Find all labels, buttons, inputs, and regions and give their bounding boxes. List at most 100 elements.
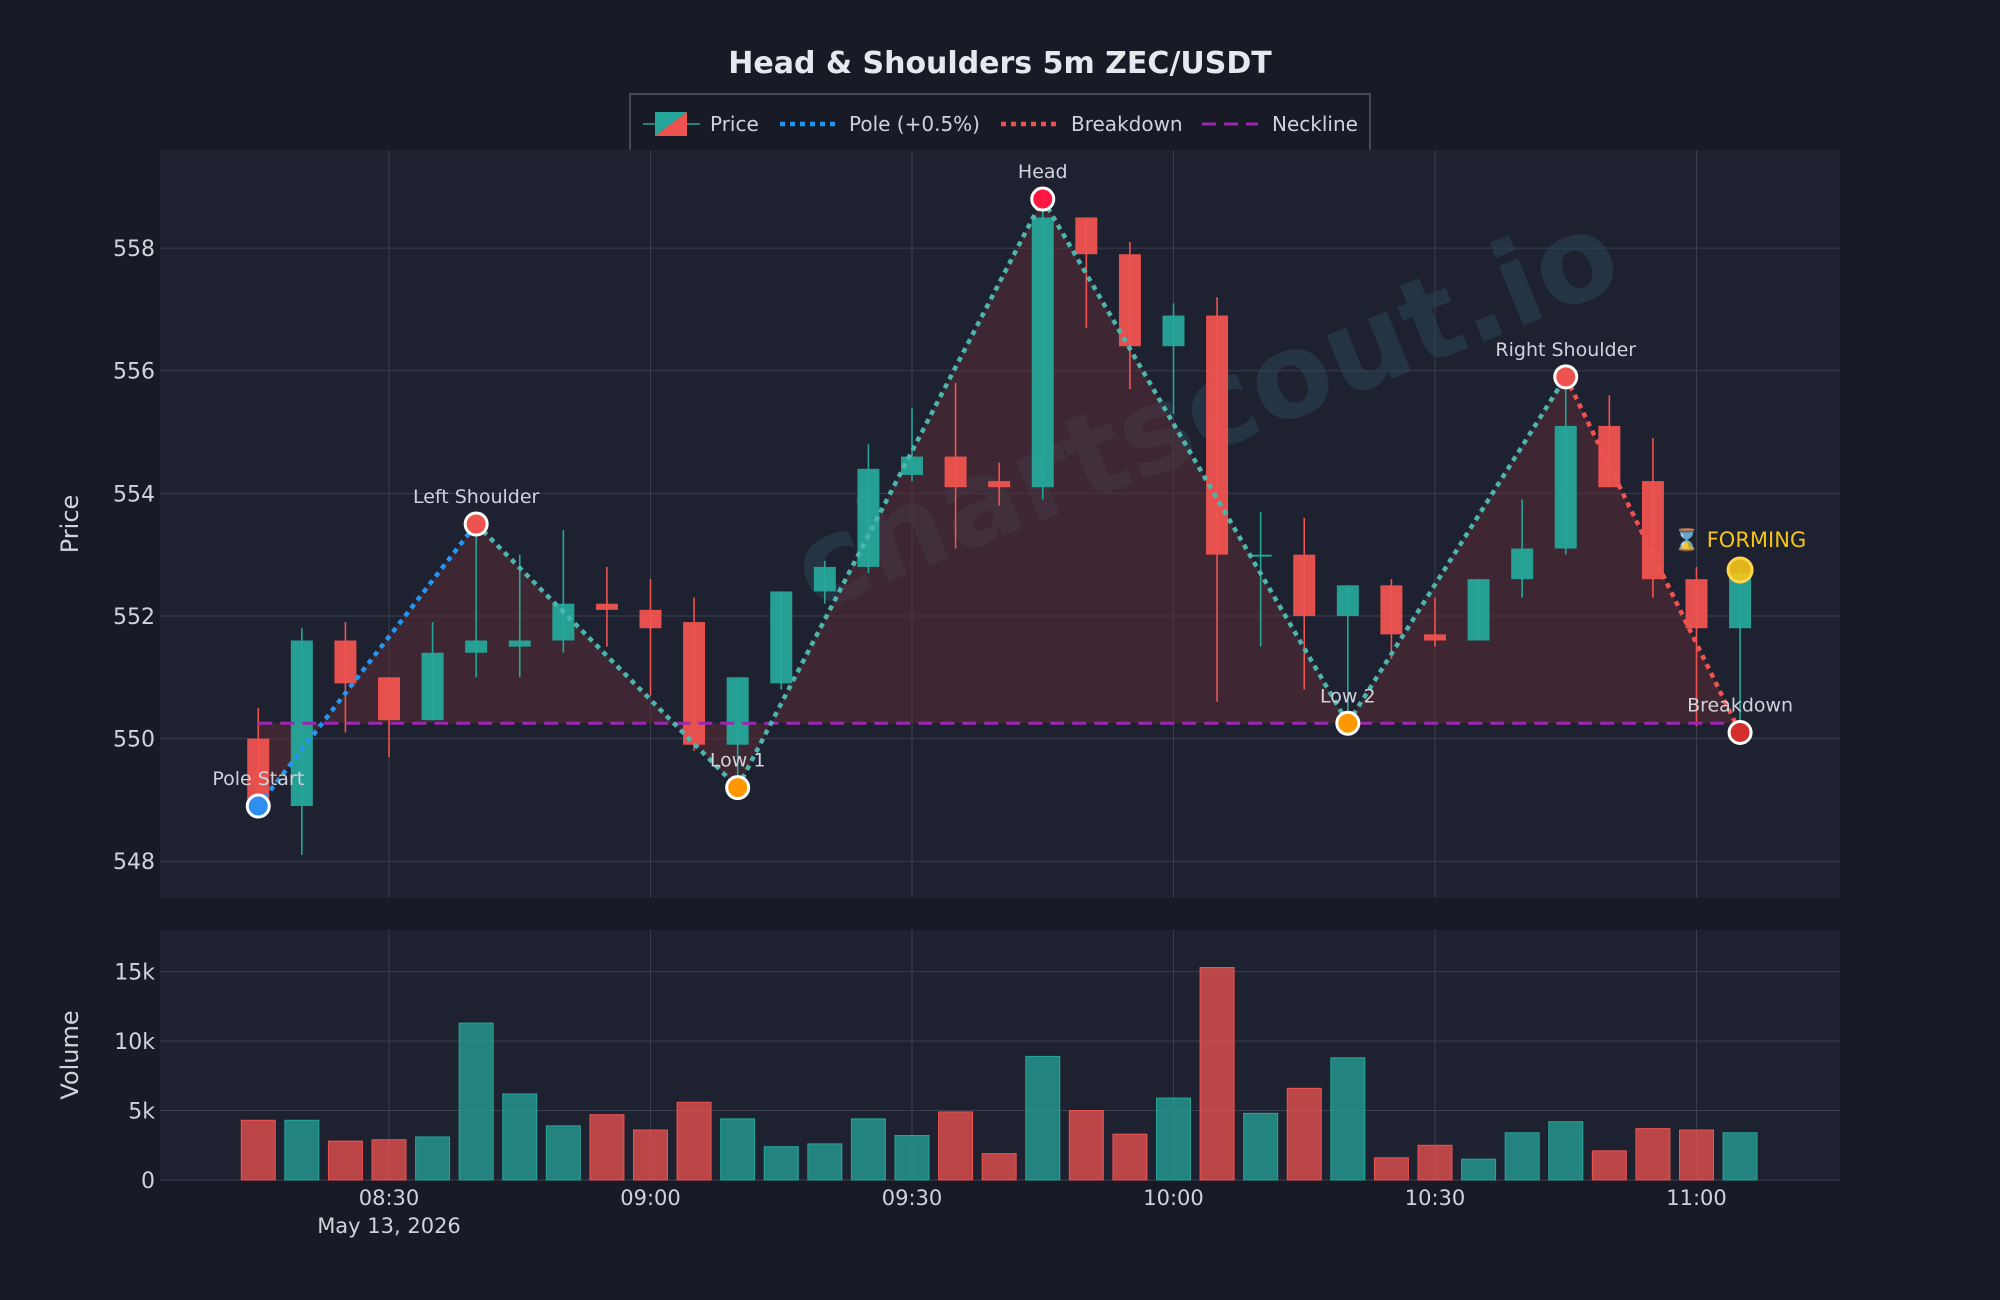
x-ticks: 08:30 09:00 09:30 10:00 10:30 11:00 <box>359 1186 1727 1210</box>
candle-body <box>1118 254 1141 347</box>
candle <box>944 382 967 549</box>
volume-bar <box>284 1119 320 1181</box>
candle-body <box>1162 315 1185 347</box>
candle <box>726 677 749 788</box>
candle-body <box>770 591 793 684</box>
x-tick-label: 11:00 <box>1666 1186 1727 1210</box>
candle-body <box>1729 573 1752 629</box>
x-tick-label: 10:00 <box>1143 1186 1204 1210</box>
candle-body <box>334 640 357 684</box>
x-tick-label: 08:30 <box>359 1186 420 1210</box>
candle <box>1598 395 1621 488</box>
candle-body <box>726 677 749 745</box>
volume-bar <box>545 1125 581 1181</box>
pattern-line-segment <box>1345 375 1568 725</box>
candle <box>1162 303 1185 414</box>
candle-body <box>421 652 444 721</box>
price-tick-label: 554 <box>113 482 155 507</box>
candle-body <box>465 640 488 653</box>
x-tick-label: 10:30 <box>1405 1186 1466 1210</box>
volume-tick-label: 5k <box>128 1100 155 1125</box>
candle <box>770 591 793 690</box>
legend: Price Pole (+0.5%) Breakdown Neckline <box>629 93 1371 155</box>
pattern-point-marker <box>1727 719 1753 745</box>
volume-bar <box>1591 1150 1627 1181</box>
candle-body <box>1424 634 1446 641</box>
pattern-point-label: Low 2 <box>1320 685 1376 707</box>
pattern-point-label: Pole Start <box>212 768 304 790</box>
volume-bar <box>1286 1087 1322 1181</box>
candle <box>465 524 488 678</box>
candle <box>1075 217 1098 328</box>
candle-body <box>247 738 270 807</box>
candle-body <box>1641 481 1664 580</box>
volume-bar <box>1722 1132 1758 1181</box>
candle-body <box>1293 554 1316 616</box>
volume-bar <box>938 1111 974 1181</box>
candle <box>813 560 836 604</box>
candle-body <box>683 622 706 745</box>
candle-body <box>988 481 1011 488</box>
pattern-line-segment <box>1040 197 1350 725</box>
volume-tick-label: 10k <box>114 1030 155 1055</box>
candle-body <box>1249 554 1272 557</box>
volume-bar <box>1156 1097 1191 1181</box>
candle-body <box>595 603 618 610</box>
volume-bar <box>502 1093 538 1181</box>
price-tick-label: 558 <box>113 237 155 262</box>
volume-bar <box>371 1139 407 1181</box>
x-date-label: May 13, 2026 <box>317 1214 461 1238</box>
candle-body <box>1075 217 1098 255</box>
volume-bar <box>1504 1132 1540 1181</box>
price-y-ticks: 548 550 552 554 556 558 <box>113 237 155 875</box>
candle <box>508 554 531 678</box>
forming-marker <box>1726 556 1754 584</box>
volume-bar <box>1548 1121 1584 1181</box>
volume-bar <box>850 1118 886 1181</box>
candle-body <box>1598 425 1621 488</box>
volume-bar <box>1461 1158 1497 1181</box>
candle-body <box>857 468 880 567</box>
price-axis-label: Price <box>56 495 84 554</box>
volume-bar <box>1068 1110 1104 1181</box>
volume-bar <box>240 1119 276 1181</box>
candle <box>552 530 575 653</box>
legend-neckline-label: Neckline <box>1272 112 1358 136</box>
forming-label: ⌛ FORMING <box>1674 527 1806 552</box>
pattern-lines <box>256 197 1743 808</box>
candle <box>334 622 357 733</box>
volume-bar <box>763 1146 799 1181</box>
candle <box>1031 199 1054 500</box>
volume-bar <box>676 1101 712 1181</box>
candle-body <box>639 609 662 629</box>
volume-bar <box>327 1140 363 1181</box>
candle <box>857 444 880 574</box>
volume-tick-label: 15k <box>114 961 155 986</box>
candle-body <box>944 456 967 488</box>
volume-bar <box>1417 1144 1453 1181</box>
candles <box>247 199 1752 856</box>
price-tick-label: 548 <box>113 850 155 875</box>
pattern-point-label: Low 1 <box>710 750 766 772</box>
legend-price-label: Price <box>710 112 759 136</box>
pattern-point-marker <box>1030 186 1056 212</box>
volume-bar <box>1635 1128 1671 1181</box>
pattern-markers: Pole Start Left Shoulder Low 1 Head Low 2 Rig… <box>212 161 1806 819</box>
candle-body <box>901 456 923 475</box>
candle-body <box>290 640 313 807</box>
price-tick-label: 556 <box>113 360 155 385</box>
candle <box>1641 438 1664 598</box>
volume-bar <box>1112 1133 1148 1181</box>
candle <box>1554 382 1577 555</box>
candle <box>1424 597 1446 647</box>
candle-body <box>1206 315 1229 555</box>
volume-bar <box>981 1153 1017 1181</box>
candle <box>1118 241 1141 390</box>
pattern-point-label: Breakdown <box>1687 694 1793 716</box>
volume-bar <box>1373 1157 1409 1181</box>
candle <box>683 597 706 751</box>
candle-body <box>1467 579 1490 641</box>
candle-body <box>1685 579 1708 629</box>
price-tick-label: 550 <box>113 728 155 753</box>
